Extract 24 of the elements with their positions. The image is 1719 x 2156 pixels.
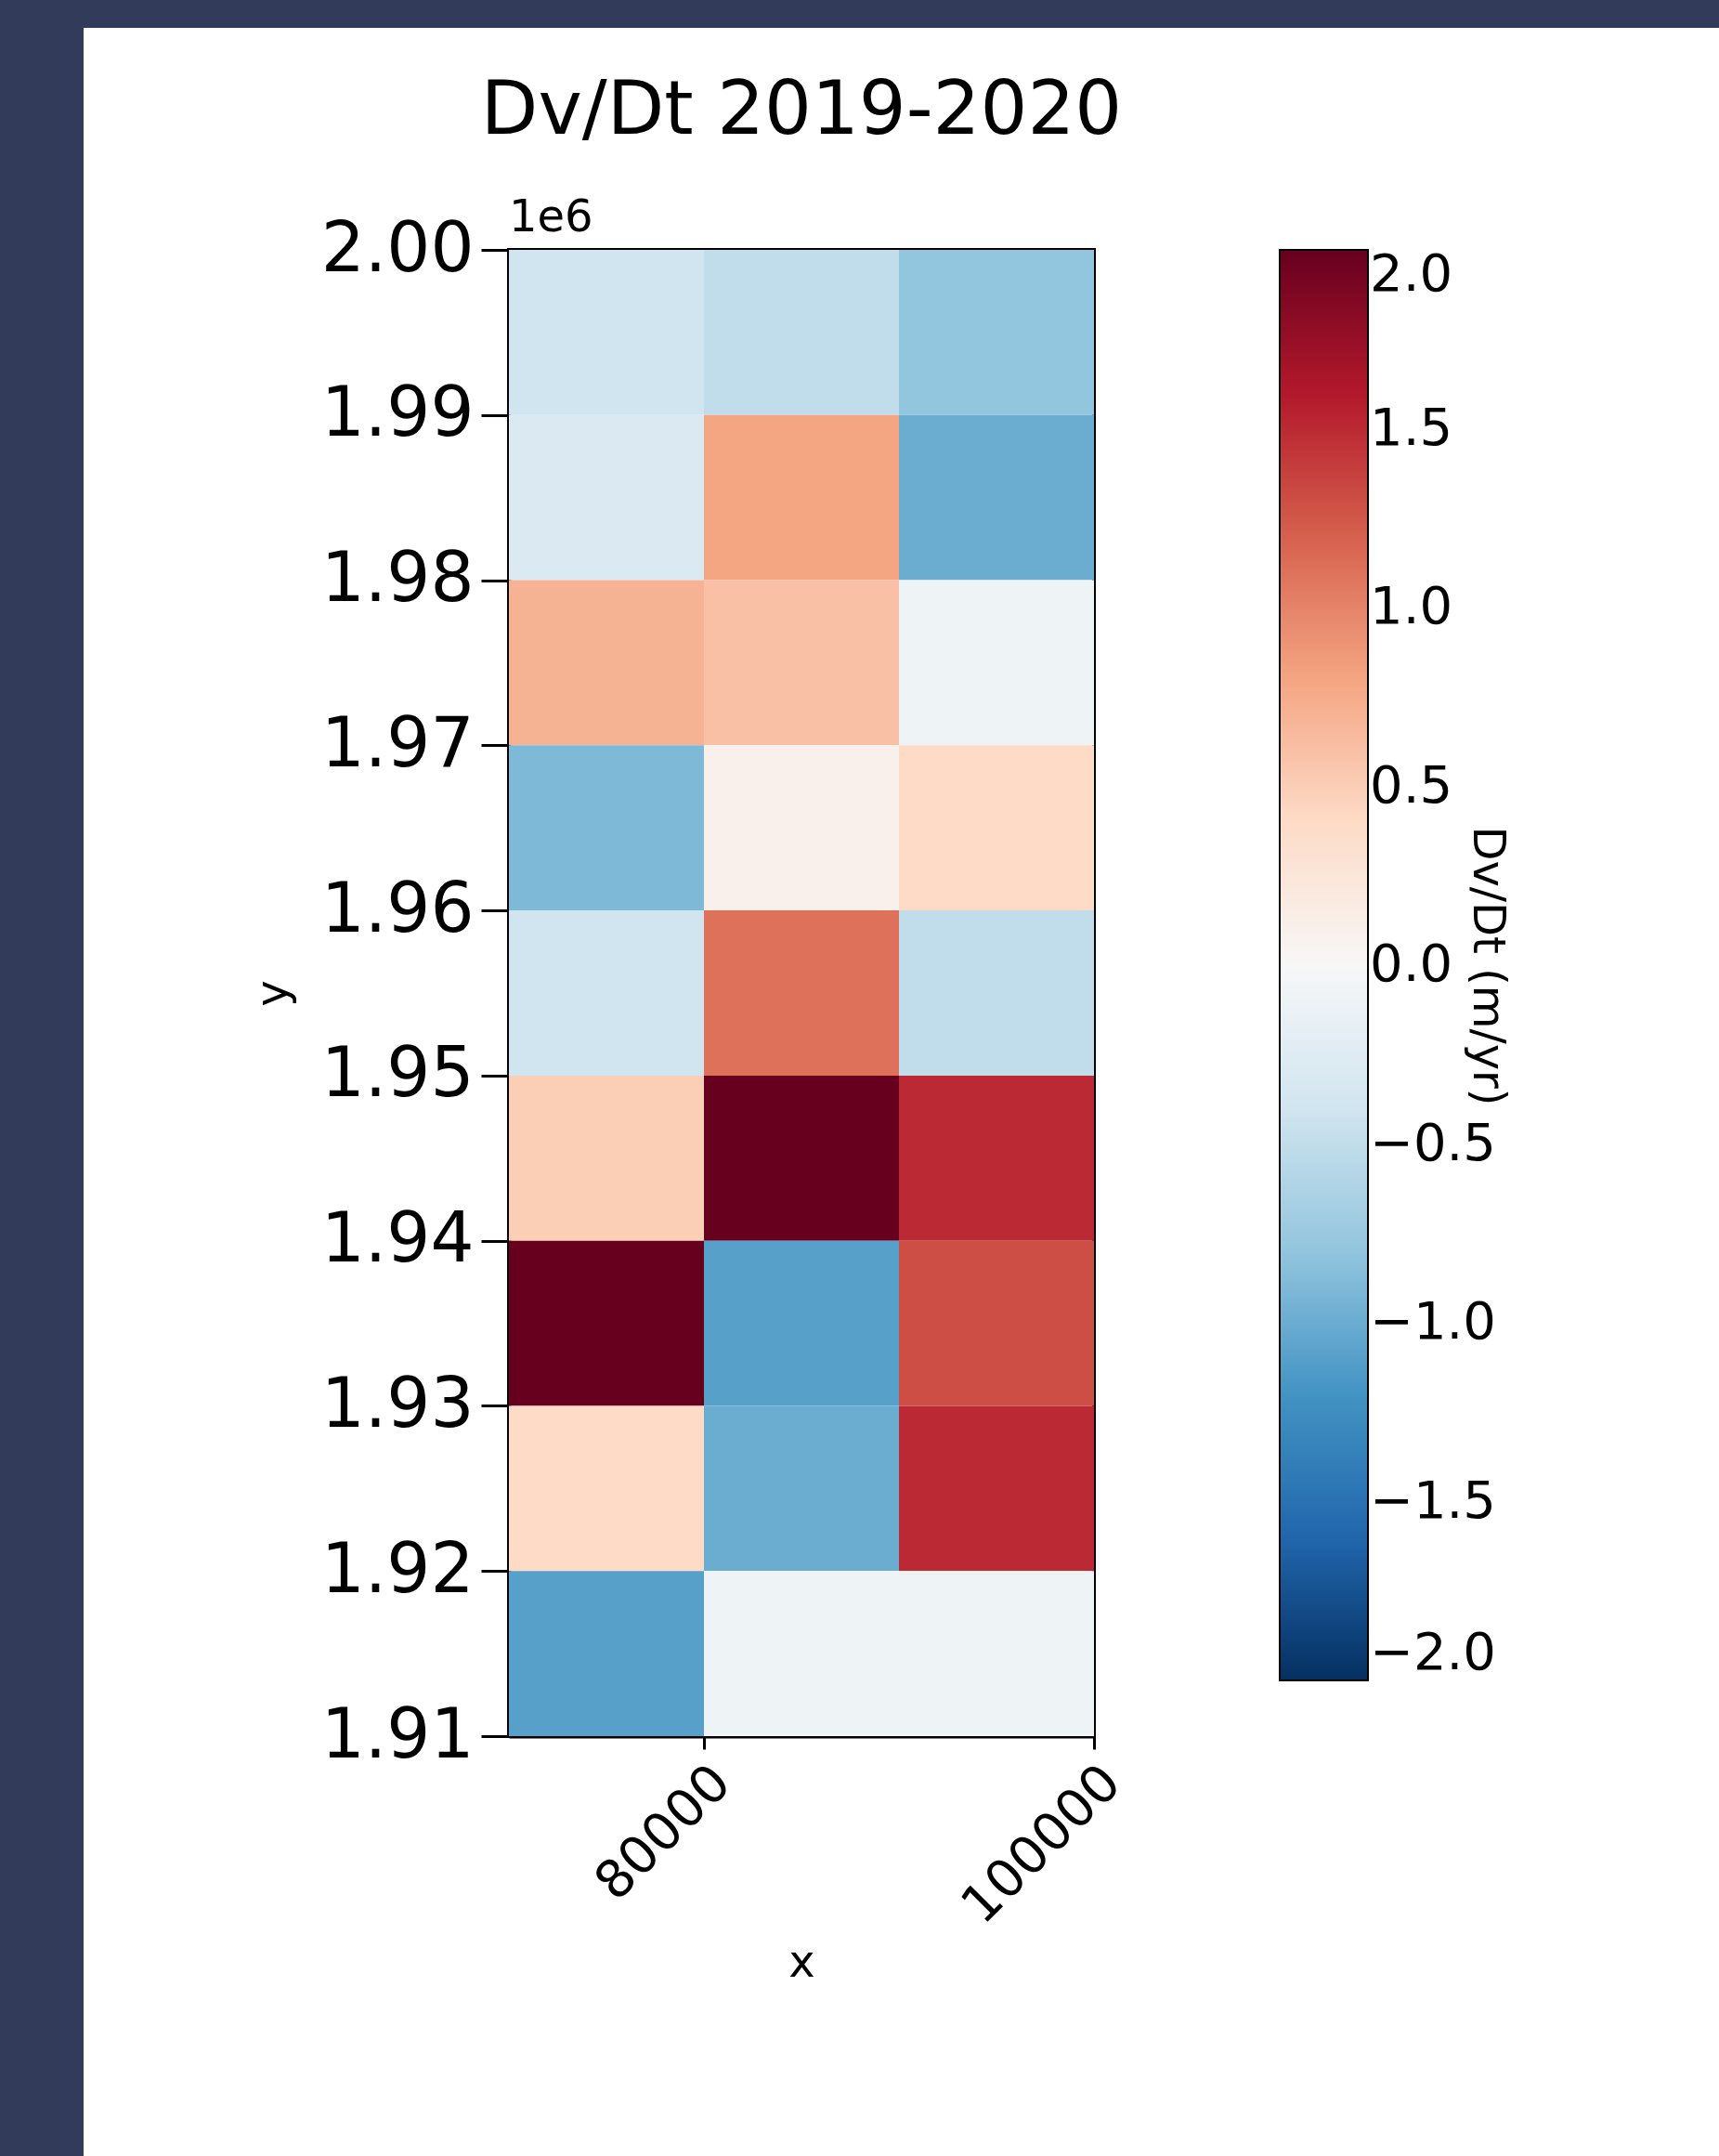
x-axis-title: x	[788, 1934, 815, 1987]
color-bar-label: −0.5	[1370, 1111, 1496, 1172]
color-bar-label: −2.0	[1370, 1621, 1496, 1681]
y-axis-title: y	[244, 980, 297, 1007]
color-bar-label: 0.0	[1370, 933, 1453, 993]
chart-title: Dv/Dt 2019-2020	[480, 65, 1123, 151]
y-tick-label: 1.91	[320, 1692, 475, 1773]
y-tick-label: 1.93	[320, 1362, 475, 1443]
y-tick-label: 1.95	[320, 1032, 475, 1113]
color-bar-label: 1.0	[1370, 575, 1453, 635]
color-bar-label: −1.5	[1370, 1469, 1496, 1530]
y-tick-label: 1.92	[320, 1527, 475, 1608]
y-tick-label: 1.97	[320, 701, 475, 782]
y-tick-label: 1.98	[320, 537, 475, 618]
color-bar-label: 1.5	[1370, 396, 1453, 457]
text: 1e6	[509, 189, 593, 242]
color-bar-label: 2.0	[1370, 242, 1453, 303]
y-tick-label: 1.96	[320, 867, 475, 947]
color-bar-label: −1.0	[1370, 1290, 1496, 1351]
color-bar-label: 0.5	[1370, 753, 1453, 815]
y-tick-label: 2.00	[320, 206, 475, 287]
y-tick-label: 1.94	[320, 1197, 475, 1278]
y-tick-label: 1.99	[320, 372, 475, 452]
color-bar-title: Dv/Dt (m/yr)	[1464, 826, 1516, 1106]
